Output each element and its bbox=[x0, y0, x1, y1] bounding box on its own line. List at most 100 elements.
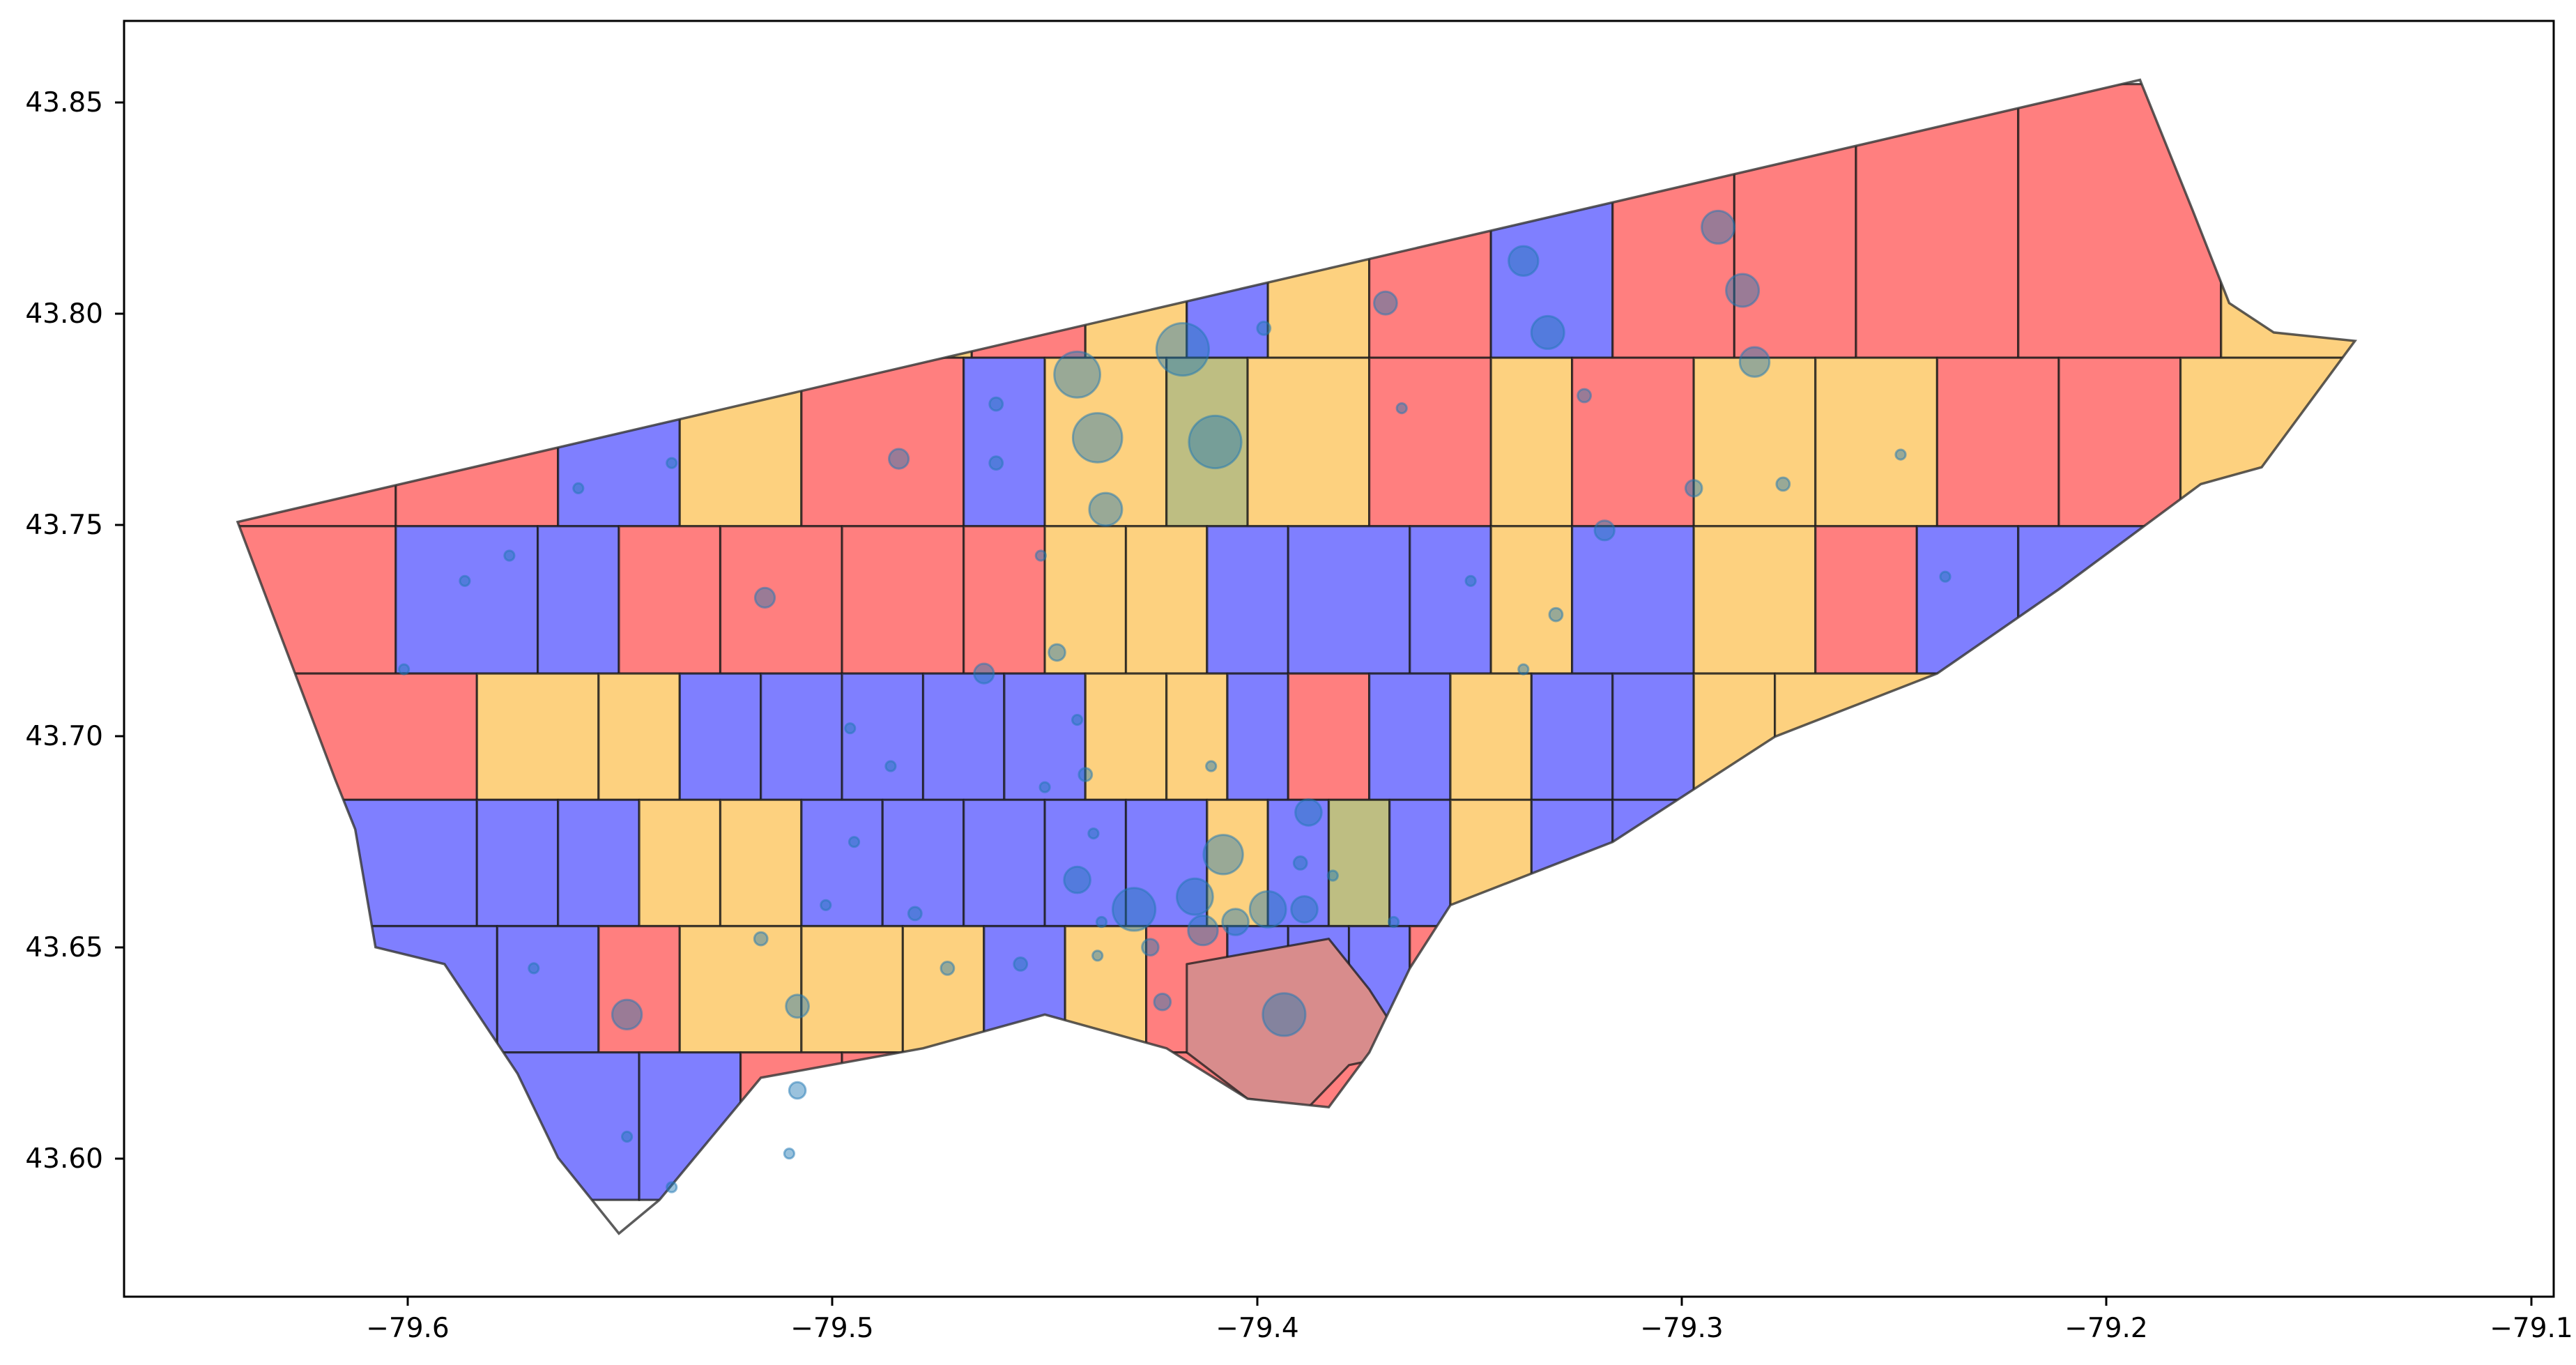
district-polygon bbox=[1814, 525, 1918, 675]
data-bubble bbox=[1153, 992, 1172, 1012]
district-polygon bbox=[1935, 356, 2060, 528]
district-polygon bbox=[475, 672, 600, 801]
district-polygon bbox=[1409, 525, 1492, 675]
district-polygon bbox=[557, 356, 681, 528]
district-polygon bbox=[719, 798, 803, 928]
district-polygon bbox=[1266, 82, 1371, 359]
data-bubble bbox=[1155, 322, 1211, 377]
district-polygon bbox=[1165, 356, 1249, 528]
district-polygon bbox=[394, 525, 539, 675]
district-polygon bbox=[1611, 798, 1695, 928]
data-bubble bbox=[666, 457, 678, 469]
district-polygon bbox=[1287, 525, 1411, 675]
district-polygon bbox=[238, 356, 397, 528]
data-bubble bbox=[1187, 914, 1219, 947]
district-polygon bbox=[970, 82, 1087, 359]
data-bubble bbox=[1202, 834, 1244, 876]
district-polygon bbox=[800, 356, 965, 528]
district-polygon bbox=[963, 525, 1046, 675]
district-polygon bbox=[1692, 525, 1817, 675]
data-bubble bbox=[1141, 938, 1160, 956]
district-polygon bbox=[800, 924, 905, 1054]
district-polygon bbox=[1611, 672, 1695, 801]
district-polygon bbox=[238, 525, 397, 675]
data-bubble bbox=[844, 722, 857, 735]
district-polygon bbox=[1367, 672, 1452, 801]
data-bubble bbox=[1013, 956, 1029, 972]
district-polygon bbox=[1186, 82, 1269, 359]
district-polygon bbox=[841, 525, 965, 675]
district-polygon bbox=[963, 1051, 2355, 1201]
district-polygon bbox=[1226, 672, 1289, 801]
data-bubble bbox=[459, 574, 471, 587]
data-bubble bbox=[1088, 491, 1124, 527]
district-polygon bbox=[1165, 672, 1229, 801]
data-bubble bbox=[940, 961, 956, 976]
data-bubble bbox=[1373, 290, 1398, 316]
data-bubble bbox=[611, 998, 643, 1031]
data-bubble bbox=[753, 586, 776, 609]
data-bubble bbox=[1388, 915, 1400, 929]
district-polygon bbox=[739, 1051, 843, 1201]
data-bubble bbox=[1395, 402, 1408, 415]
district-polygon bbox=[1327, 798, 1391, 928]
district-polygon bbox=[238, 82, 973, 359]
district-polygon bbox=[1124, 525, 1209, 675]
data-bubble bbox=[783, 1147, 796, 1160]
y-tick-label: 43.85 bbox=[25, 87, 103, 119]
district-polygon bbox=[1571, 525, 1695, 675]
x-tick-label: −79.4 bbox=[1216, 1313, 1299, 1344]
y-tick-label: 43.60 bbox=[25, 1143, 103, 1175]
data-bubble bbox=[1078, 767, 1094, 782]
district-polygon bbox=[475, 798, 560, 928]
x-tick-label: −79.1 bbox=[2490, 1313, 2573, 1344]
y-tick-label: 43.70 bbox=[25, 721, 103, 752]
data-bubble bbox=[907, 906, 923, 922]
bubble-layer bbox=[398, 209, 1952, 1194]
data-bubble bbox=[820, 899, 832, 911]
district-polygon bbox=[1043, 356, 1168, 528]
district-polygon bbox=[1287, 672, 1371, 801]
data-bubble bbox=[1034, 549, 1047, 562]
data-bubble bbox=[398, 663, 411, 676]
district-polygon bbox=[901, 924, 986, 1054]
data-bubble bbox=[1593, 519, 1616, 542]
x-tick-label: −79.5 bbox=[790, 1313, 874, 1344]
district-polygon bbox=[678, 924, 803, 1054]
district-polygon bbox=[638, 798, 722, 928]
district-polygon bbox=[1367, 82, 1492, 359]
district-polygon bbox=[1530, 798, 1614, 928]
data-bubble bbox=[1221, 908, 1250, 936]
data-bubble bbox=[988, 455, 1004, 471]
data-bubble bbox=[1939, 570, 1952, 583]
x-tick-label: −79.2 bbox=[2064, 1313, 2148, 1344]
district-polygon bbox=[1388, 798, 1452, 928]
district-polygon bbox=[963, 356, 1046, 528]
data-bubble bbox=[848, 836, 861, 848]
district-polygon bbox=[1489, 356, 1574, 528]
district-polygon bbox=[1124, 798, 1209, 928]
district-polygon bbox=[963, 798, 1046, 928]
data-bubble bbox=[1517, 663, 1530, 676]
district-polygon bbox=[1692, 798, 2355, 928]
data-bubble bbox=[1256, 321, 1272, 336]
district-polygon bbox=[1084, 672, 1168, 801]
y-tick-label: 43.75 bbox=[25, 510, 103, 541]
data-bubble bbox=[1738, 346, 1771, 378]
district-polygon bbox=[841, 672, 925, 801]
data-bubble bbox=[788, 1081, 807, 1100]
district-polygon bbox=[983, 924, 1066, 1054]
data-bubble bbox=[1775, 476, 1791, 492]
district-polygon bbox=[1206, 525, 1289, 675]
data-bubble bbox=[988, 396, 1004, 412]
data-bubble bbox=[1577, 388, 1593, 404]
district-polygon bbox=[760, 672, 843, 801]
data-bubble bbox=[1262, 992, 1307, 1037]
data-bubble bbox=[1725, 273, 1761, 308]
data-bubble bbox=[1188, 414, 1243, 470]
district-polygon bbox=[719, 525, 843, 675]
district-polygon bbox=[597, 924, 681, 1054]
data-bubble bbox=[1063, 865, 1091, 894]
data-bubble bbox=[1530, 314, 1565, 350]
